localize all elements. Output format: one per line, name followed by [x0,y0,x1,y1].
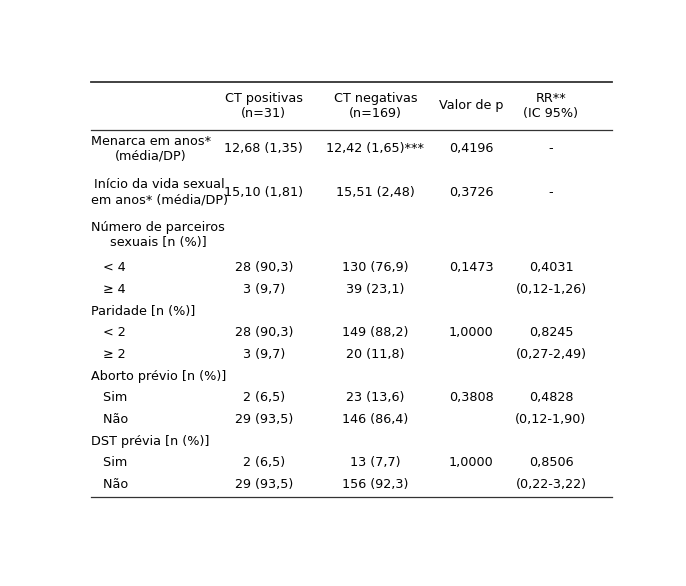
Text: 3 (9,7): 3 (9,7) [243,283,285,296]
Text: (0,12-1,26): (0,12-1,26) [515,283,587,296]
Text: 28 (90,3): 28 (90,3) [235,326,293,339]
Text: 29 (93,5): 29 (93,5) [235,478,293,491]
Text: 0,3808: 0,3808 [449,391,493,404]
Text: -: - [549,142,553,155]
Text: 39 (23,1): 39 (23,1) [346,283,405,296]
Text: ≥ 4: ≥ 4 [91,283,126,296]
Text: 15,10 (1,81): 15,10 (1,81) [224,186,303,199]
Text: 0,4031: 0,4031 [529,261,573,274]
Text: 28 (90,3): 28 (90,3) [235,261,293,274]
Text: 20 (11,8): 20 (11,8) [346,348,405,361]
Text: 15,51 (2,48): 15,51 (2,48) [336,186,415,199]
Text: 3 (9,7): 3 (9,7) [243,348,285,361]
Text: 0,8506: 0,8506 [529,456,573,469]
Text: Não: Não [91,478,128,491]
Text: 0,4196: 0,4196 [449,142,493,155]
Text: 2 (6,5): 2 (6,5) [243,391,285,404]
Text: 1,0000: 1,0000 [449,456,493,469]
Text: (0,27-2,49): (0,27-2,49) [515,348,587,361]
Text: CT negativas
(n=169): CT negativas (n=169) [333,91,417,120]
Text: RR**
(IC 95%): RR** (IC 95%) [523,91,578,120]
Text: Valor de p: Valor de p [439,99,504,112]
Text: -: - [549,186,553,199]
Text: 1,0000: 1,0000 [449,326,493,339]
Text: 130 (76,9): 130 (76,9) [342,261,409,274]
Text: 13 (7,7): 13 (7,7) [351,456,401,469]
Text: 0,1473: 0,1473 [449,261,493,274]
Text: DST prévia [n (%)]: DST prévia [n (%)] [91,435,209,448]
Text: Paridade [n (%)]: Paridade [n (%)] [91,305,196,318]
Text: ≥ 2: ≥ 2 [91,348,126,361]
Text: (0,12-1,90): (0,12-1,90) [515,413,587,426]
Text: < 4: < 4 [91,261,126,274]
Text: < 2: < 2 [91,326,126,339]
Text: 0,4828: 0,4828 [529,391,573,404]
Text: Não: Não [91,413,128,426]
Text: (0,22-3,22): (0,22-3,22) [515,478,587,491]
Text: 156 (92,3): 156 (92,3) [342,478,409,491]
Text: 12,42 (1,65)***: 12,42 (1,65)*** [327,142,425,155]
Text: 29 (93,5): 29 (93,5) [235,413,293,426]
Text: 12,68 (1,35): 12,68 (1,35) [224,142,303,155]
Text: Menarca em anos*
(média/DP): Menarca em anos* (média/DP) [91,135,211,163]
Text: Aborto prévio [n (%)]: Aborto prévio [n (%)] [91,370,226,383]
Text: CT positivas
(n=31): CT positivas (n=31) [225,91,303,120]
Text: Sim: Sim [91,456,128,469]
Text: 0,8245: 0,8245 [529,326,573,339]
Text: 23 (13,6): 23 (13,6) [346,391,405,404]
Text: Sim: Sim [91,391,128,404]
Text: Número de parceiros
sexuais [n (%)]: Número de parceiros sexuais [n (%)] [91,222,225,250]
Text: 0,3726: 0,3726 [449,186,493,199]
Text: 2 (6,5): 2 (6,5) [243,456,285,469]
Text: Início da vida sexual
em anos* (média/DP): Início da vida sexual em anos* (média/DP… [91,178,228,206]
Text: 146 (86,4): 146 (86,4) [342,413,409,426]
Text: 149 (88,2): 149 (88,2) [342,326,409,339]
